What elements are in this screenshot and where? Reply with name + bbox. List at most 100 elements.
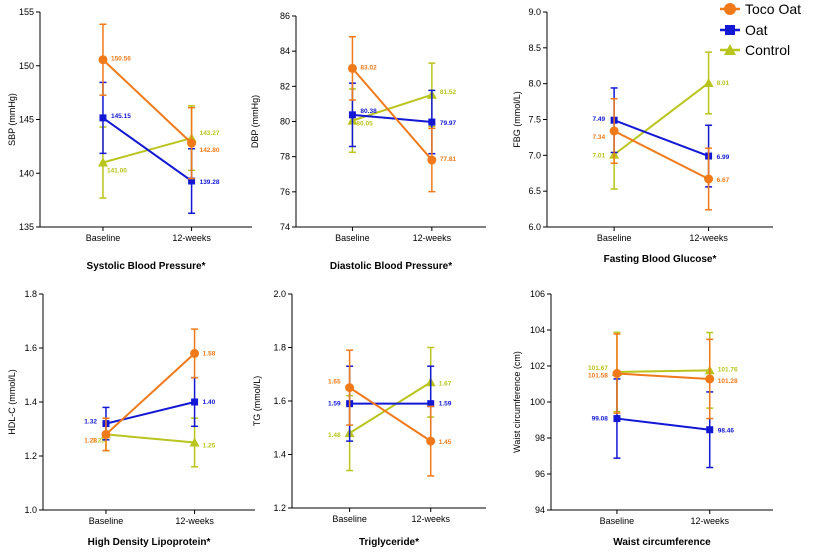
y-tick-label: 7.0 xyxy=(528,150,541,160)
data-label-control: 1.48 xyxy=(328,432,341,439)
data-point-control xyxy=(97,157,108,167)
y-tick-label: 1.2 xyxy=(24,451,37,461)
data-label-toco-oat: 101.58 xyxy=(588,373,608,380)
data-point-oat xyxy=(706,426,714,434)
chart-title: Triglyceride* xyxy=(359,537,419,548)
legend-item-toco-oat: Toco Oat xyxy=(720,1,801,17)
data-point-oat xyxy=(428,118,436,126)
series-line-oat xyxy=(613,119,709,157)
series-oat: 1.59 1.59 xyxy=(328,365,452,442)
series-line-toco-oat xyxy=(613,130,710,180)
legend-label: Toco Oat xyxy=(745,1,801,17)
data-label-toco-oat: 83.02 xyxy=(360,64,377,71)
y-tick-label: 1.6 xyxy=(273,396,286,406)
y-tick-label: 100 xyxy=(530,397,545,407)
data-label-oat: 7.49 xyxy=(592,116,605,123)
data-label-oat: 145.15 xyxy=(111,113,131,120)
y-tick-label: 1.8 xyxy=(273,343,286,353)
y-tick-label: 6.0 xyxy=(528,222,541,232)
data-label-oat: 99.08 xyxy=(592,416,609,423)
legend-marker-square xyxy=(725,25,735,35)
y-axis-label: TG (mmol/L) xyxy=(252,376,262,427)
series-line-control xyxy=(349,381,432,434)
data-point-toco-oat xyxy=(347,63,357,73)
x-tick-label-12-weeks: 12-weeks xyxy=(413,233,452,243)
legend-marker-circle xyxy=(724,3,736,15)
data-label-control: 1.67 xyxy=(439,380,452,387)
series-line-oat xyxy=(102,117,193,182)
series-line-toco-oat xyxy=(351,67,433,161)
data-label-toco-oat: 7.34 xyxy=(592,134,605,141)
y-tick-label: 94 xyxy=(535,505,545,515)
series-line-control xyxy=(613,82,710,156)
data-label-control: 7.01 xyxy=(592,153,605,160)
data-point-oat xyxy=(613,415,621,423)
data-point-oat xyxy=(188,177,196,185)
y-tick-label: 98 xyxy=(535,433,545,443)
data-point-control xyxy=(189,437,200,447)
series-control: 7.01 8.01 xyxy=(592,51,730,190)
legend-marker-triangle xyxy=(724,44,736,55)
data-label-control: 143.27 xyxy=(200,130,220,137)
chart-panels: 135 140 145 150 155 Baseline 12-weeks SBP (mmHg… xyxy=(7,7,773,548)
y-tick-label: 155 xyxy=(19,7,34,17)
data-label-control: 1.28 xyxy=(92,437,105,444)
y-axis-label: HDL-C (mmol/L) xyxy=(7,369,17,435)
y-tick-label: 135 xyxy=(19,222,34,232)
chart-title: Waist circumference xyxy=(613,537,711,548)
legend: Toco Oat Oat Control xyxy=(720,1,801,58)
y-tick-label: 76 xyxy=(280,187,290,197)
data-point-toco-oat xyxy=(609,126,619,136)
y-tick-label: 106 xyxy=(530,289,545,299)
data-label-oat: 1.40 xyxy=(203,399,216,406)
y-tick-label: 84 xyxy=(280,46,290,56)
y-tick-label: 7.5 xyxy=(528,115,541,125)
data-point-toco-oat xyxy=(345,383,355,393)
legend-item-control: Control xyxy=(720,42,790,58)
series-line-toco-oat xyxy=(102,59,193,144)
series-oat: 145.15 139.28 xyxy=(99,81,220,214)
data-point-toco-oat xyxy=(612,369,622,379)
data-label-toco-oat: 142.80 xyxy=(200,147,220,154)
data-point-toco-oat xyxy=(704,174,714,184)
y-tick-label: 140 xyxy=(19,168,34,178)
y-tick-label: 82 xyxy=(280,81,290,91)
data-label-oat: 1.32 xyxy=(84,419,97,426)
data-point-toco-oat xyxy=(705,374,715,384)
series-toco-oat: 7.34 6.67 xyxy=(592,97,730,211)
series-line-oat xyxy=(352,113,432,124)
data-label-toco-oat: 150.56 xyxy=(111,56,131,63)
x-tick-label-12-weeks: 12-weeks xyxy=(172,233,211,243)
y-tick-label: 1.6 xyxy=(24,343,37,353)
data-label-oat: 1.59 xyxy=(439,401,452,408)
x-tick-label-baseline: Baseline xyxy=(332,514,367,524)
data-label-oat: 98.46 xyxy=(718,428,735,435)
y-tick-label: 1.8 xyxy=(24,289,37,299)
x-tick-label-baseline: Baseline xyxy=(86,233,121,243)
series-line-control xyxy=(105,433,195,444)
chart-title: Diastolic Blood Pressure* xyxy=(330,261,452,272)
series-toco-oat: 101.58 101.28 xyxy=(588,333,738,420)
y-tick-label: 1.4 xyxy=(273,450,286,460)
data-label-oat: 80.38 xyxy=(360,108,377,115)
data-label-control: 80.05 xyxy=(356,121,373,128)
series-control: 1.28 1.25 xyxy=(92,417,216,468)
y-tick-label: 102 xyxy=(530,361,545,371)
series-line-oat xyxy=(616,417,710,431)
series-toco-oat: 1.28 1.58 xyxy=(84,328,216,452)
y-tick-label: 1.4 xyxy=(24,397,37,407)
y-tick-label: 1.0 xyxy=(24,505,37,515)
data-label-oat: 1.59 xyxy=(328,401,341,408)
series-line-toco-oat xyxy=(105,352,196,436)
y-axis-label: DBP (mmHg) xyxy=(250,95,260,148)
chart-panel-diastolic-blood-pressure: 74 76 78 80 82 84 86 Baseline 12-weeks DBP (mmHg)… xyxy=(250,11,486,272)
data-label-toco-oat: 101.28 xyxy=(718,378,738,385)
y-tick-label: 2.0 xyxy=(273,289,286,299)
y-tick-label: 78 xyxy=(280,152,290,162)
chart-title: Fasting Blood Glucose* xyxy=(604,254,717,265)
legend-item-oat: Oat xyxy=(720,22,768,38)
y-tick-label: 150 xyxy=(19,61,34,71)
data-label-toco-oat: 1.58 xyxy=(203,350,216,357)
data-label-control: 101.76 xyxy=(718,366,738,373)
y-tick-label: 86 xyxy=(280,11,290,21)
